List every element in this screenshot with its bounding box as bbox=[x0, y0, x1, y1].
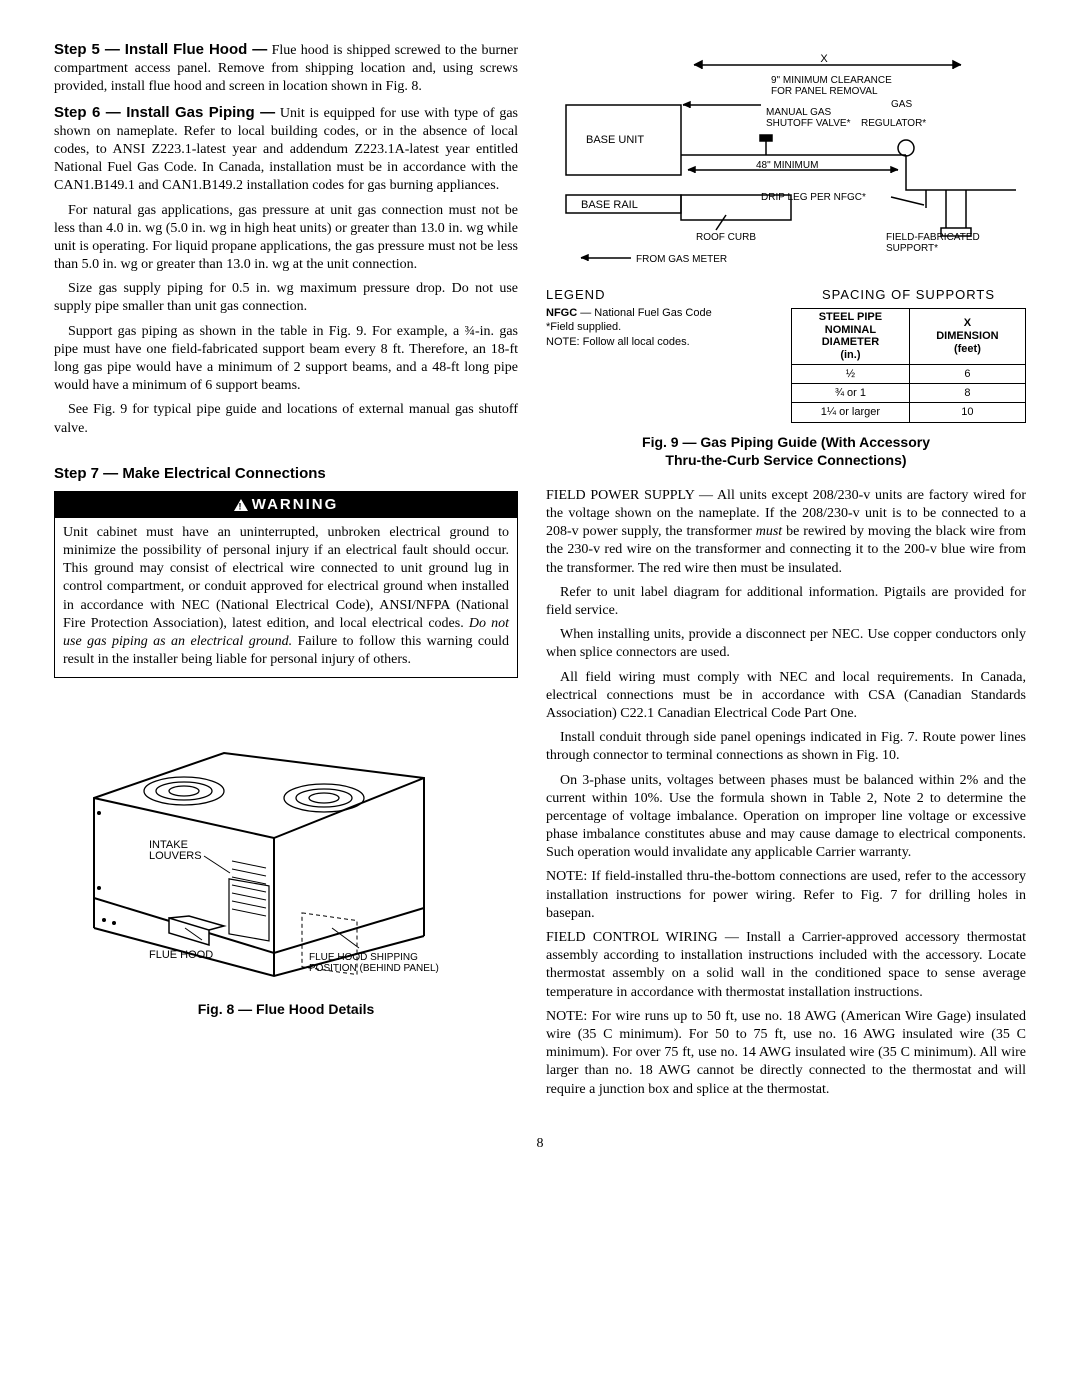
fig8-label-ship2: POSITION (BEHIND PANEL) bbox=[309, 963, 439, 974]
fig9-baseunit: BASE UNIT bbox=[586, 134, 644, 146]
right-p8: FIELD CONTROL WIRING — Install a Carrier… bbox=[546, 929, 1026, 1002]
table-row: ¾ or 18 bbox=[792, 383, 1026, 402]
left-p3: Size gas supply piping for 0.5 in. wg ma… bbox=[54, 280, 518, 316]
left-p4: Support gas piping as shown in the table… bbox=[54, 323, 518, 396]
right-p2: Refer to unit label diagram for addition… bbox=[546, 584, 1026, 620]
page-number: 8 bbox=[54, 1135, 1026, 1153]
right-p9: NOTE: For wire runs up to 50 ft, use no.… bbox=[546, 1008, 1026, 1099]
fig8-caption: Fig. 8 — Flue Hood Details bbox=[54, 1000, 518, 1018]
fig8-label-ship1: FLUE HOOD SHIPPING bbox=[309, 952, 418, 963]
step6-head: Step 6 — Install Gas Piping — bbox=[54, 104, 275, 121]
svg-text:!: ! bbox=[238, 502, 243, 512]
table-row: 1¼ or larger10 bbox=[792, 403, 1026, 422]
fig9-x: X bbox=[820, 53, 828, 65]
page: Step 5 — Install Flue Hood — Flue hood i… bbox=[54, 40, 1026, 1105]
fig9-mgas: MANUAL GAS bbox=[766, 107, 832, 118]
right-column: X 9" MINIMUM CLEARANCE FOR PANEL REMOVAL… bbox=[546, 40, 1026, 1105]
fig9-caption: Fig. 9 — Gas Piping Guide (With Accessor… bbox=[546, 433, 1026, 469]
fig9-ff: FIELD-FABRICATED bbox=[886, 232, 980, 243]
right-p7: NOTE: If field-installed thru-the-bottom… bbox=[546, 868, 1026, 923]
legend-l1: NFGC — National Fuel Gas Code bbox=[546, 306, 781, 320]
fig9-sup: SUPPORT* bbox=[886, 243, 938, 254]
left-column: Step 5 — Install Flue Hood — Flue hood i… bbox=[54, 40, 518, 1105]
fig9-shutoff: SHUTOFF VALVE* bbox=[766, 118, 851, 129]
legend-l2: *Field supplied. bbox=[546, 320, 781, 334]
fig9-drip: DRIP LEG PER NFGC* bbox=[761, 192, 866, 203]
fig9-roofcurb: ROOF CURB bbox=[696, 232, 756, 243]
fig8-label-louvers: LOUVERS bbox=[149, 850, 202, 862]
left-p5: See Fig. 9 for typical pipe guide and lo… bbox=[54, 401, 518, 437]
right-p5: Install conduit through side panel openi… bbox=[546, 729, 1026, 765]
fig9-48: 48" MINIMUM bbox=[756, 160, 818, 171]
spacing-block: SPACING OF SUPPORTS STEEL PIPENOMINALDIA… bbox=[791, 287, 1026, 422]
step5-para: Step 5 — Install Flue Hood — Flue hood i… bbox=[54, 40, 518, 97]
right-p3: When installing units, provide a disconn… bbox=[546, 626, 1026, 662]
spacing-table: STEEL PIPENOMINALDIAMETER(in.) XDIMENSIO… bbox=[791, 308, 1026, 422]
warning-box: ! WARNING Unit cabinet must have an unint… bbox=[54, 491, 518, 678]
step6-para: Step 6 — Install Gas Piping — Unit is eq… bbox=[54, 103, 518, 196]
fig8-label-fluehood: FLUE HOOD bbox=[149, 949, 213, 961]
fig8-svg: INTAKE LOUVERS FLUE HOOD FLUE HOOD SHIPP… bbox=[54, 698, 514, 988]
legend-block: LEGEND NFGC — National Fuel Gas Code *Fi… bbox=[546, 287, 781, 422]
fig9-clear2: FOR PANEL REMOVAL bbox=[771, 86, 878, 97]
legend-l3: NOTE: Follow all local codes. bbox=[546, 335, 781, 349]
right-p4: All field wiring must comply with NEC an… bbox=[546, 669, 1026, 724]
fig9-reg: REGULATOR* bbox=[861, 118, 926, 129]
fig9-gas: GAS bbox=[891, 99, 912, 110]
left-p2: For natural gas applications, gas pressu… bbox=[54, 202, 518, 275]
spacing-th2: XDIMENSION(feet) bbox=[909, 309, 1025, 365]
step5-head: Step 5 — Install Flue Hood — bbox=[54, 41, 267, 58]
right-p6: On 3-phase units, voltages between phase… bbox=[546, 772, 1026, 863]
warning-label: WARNING bbox=[252, 496, 339, 513]
step7-head: Step 7 — Make Electrical Connections bbox=[54, 464, 518, 484]
fig9-baserail: BASE RAIL bbox=[581, 199, 638, 211]
warning-body: Unit cabinet must have an uninterrupted,… bbox=[55, 518, 517, 678]
spacing-heading: SPACING OF SUPPORTS bbox=[791, 287, 1026, 304]
fig8: INTAKE LOUVERS FLUE HOOD FLUE HOOD SHIPP… bbox=[54, 698, 518, 1018]
fig9-meter: FROM GAS METER bbox=[636, 254, 727, 265]
legend-heading: LEGEND bbox=[546, 287, 781, 304]
fig9-legend-row: LEGEND NFGC — National Fuel Gas Code *Fi… bbox=[546, 287, 1026, 422]
warning-title: ! WARNING bbox=[55, 492, 517, 518]
fig9-svg: X 9" MINIMUM CLEARANCE FOR PANEL REMOVAL… bbox=[546, 40, 1026, 275]
warning-triangle-icon: ! bbox=[234, 499, 248, 511]
spacing-th1: STEEL PIPENOMINALDIAMETER(in.) bbox=[792, 309, 910, 365]
fig9-clear1: 9" MINIMUM CLEARANCE bbox=[771, 75, 892, 86]
table-row: ½6 bbox=[792, 364, 1026, 383]
right-p1: FIELD POWER SUPPLY — All units except 20… bbox=[546, 487, 1026, 578]
